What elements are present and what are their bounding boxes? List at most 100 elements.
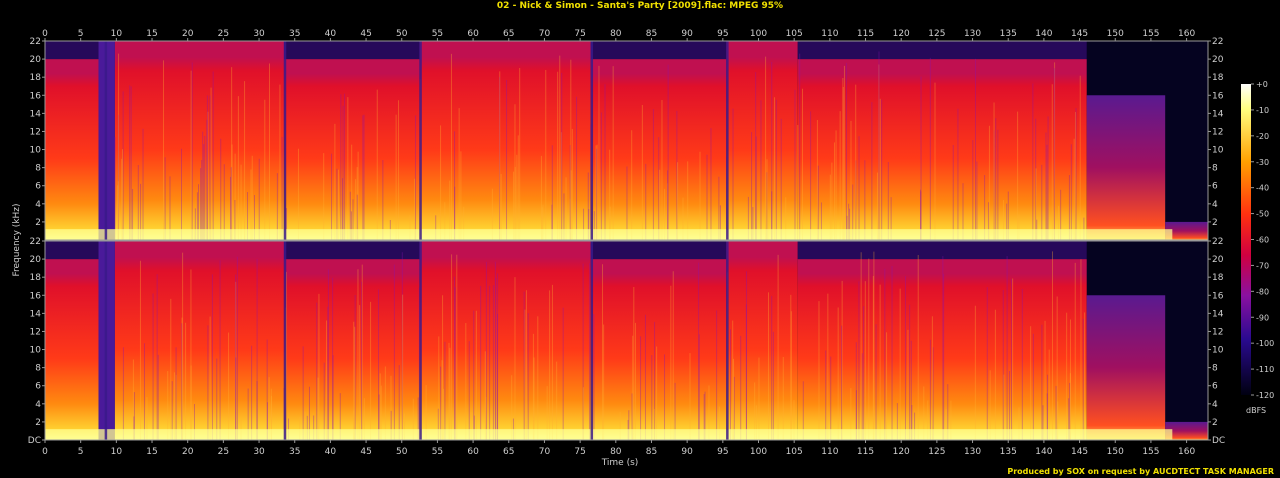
spectrum-section <box>114 241 285 440</box>
x-tick-label-top: 35 <box>289 29 300 39</box>
y-tick-label-right: 14 <box>1212 309 1224 319</box>
spectrum-sparse-band <box>797 241 1087 260</box>
y-tick-label-right: 8 <box>1212 164 1218 174</box>
y-tick-label-right: 6 <box>1212 382 1218 392</box>
x-tick-label-bottom: 65 <box>503 447 514 457</box>
y-tick-label-right: 14 <box>1212 109 1224 119</box>
x-tick-label-bottom: 140 <box>1035 447 1052 457</box>
y-tick-label-right: 2 <box>1212 418 1218 428</box>
y-tick-label-right: 4 <box>1212 200 1218 210</box>
x-tick-label-bottom: 85 <box>646 447 657 457</box>
chart-title: 02 - Nick & Simon - Santa's Party [2009]… <box>496 1 784 11</box>
spectrum-section <box>45 259 99 440</box>
x-tick-label-bottom: 35 <box>289 447 300 457</box>
y-tick-label-left: 10 <box>30 346 42 356</box>
gap-line <box>726 241 729 440</box>
x-tick-label-top: 105 <box>786 29 803 39</box>
x-tick-label-bottom: 80 <box>610 447 622 457</box>
y-tick-label-left: 2 <box>35 418 41 428</box>
spectrum-sparse-band <box>284 241 420 260</box>
spectrum-section <box>45 59 99 240</box>
x-tick-label-bottom: 50 <box>396 447 408 457</box>
spectrum-sparse-band <box>45 241 99 260</box>
x-tick-label-bottom: 100 <box>750 447 767 457</box>
colorbar-tick-label: +0 <box>1256 80 1268 89</box>
x-tick-label-top: 10 <box>111 29 123 39</box>
x-tick-label-top: 145 <box>1071 29 1088 39</box>
x-tick-label-top: 50 <box>396 29 408 39</box>
x-tick-label-top: 60 <box>467 29 479 39</box>
panel-frame <box>44 40 1209 241</box>
y-tick-label-left: 20 <box>30 255 42 265</box>
y-tick-label-right: 16 <box>1212 291 1224 301</box>
x-tick-label-top: 135 <box>1000 29 1017 39</box>
x-tick-label-top: 155 <box>1142 29 1159 39</box>
x-tick-label-top: 120 <box>893 29 910 39</box>
colorbar-tick-label: -20 <box>1256 132 1269 141</box>
x-tick-label-bottom: 125 <box>928 447 945 457</box>
y-tick-label-left: 8 <box>35 164 41 174</box>
low-frequency-band <box>45 229 1173 240</box>
x-tick-label-top: 110 <box>821 29 838 39</box>
y-tick-label-left: 14 <box>30 309 42 319</box>
colorbar-tick-label: -90 <box>1256 313 1269 322</box>
spectrum-section <box>284 59 420 240</box>
y-tick-label-right: 10 <box>1212 346 1224 356</box>
x-tick-label-top: 65 <box>503 29 514 39</box>
colorbar-tick-label: -100 <box>1256 339 1274 348</box>
x-tick-label-bottom: 120 <box>893 447 910 457</box>
x-tick-label-top: 70 <box>539 29 551 39</box>
spectrum-section <box>1165 221 1208 240</box>
x-tick-label-bottom: 135 <box>1000 447 1017 457</box>
x-tick-label-top: 130 <box>964 29 981 39</box>
y-tick-label-right: 20 <box>1212 55 1224 65</box>
gap-line <box>104 241 108 440</box>
x-tick-label-bottom: 15 <box>146 447 157 457</box>
x-tick-label-top: 15 <box>146 29 157 39</box>
low-frequency-band <box>45 429 1173 440</box>
gap-line <box>283 41 287 240</box>
y-tick-label-left: 12 <box>30 327 41 337</box>
spectrum-sparse-band <box>797 41 1087 60</box>
spectrum-section <box>797 259 1087 440</box>
gap-line <box>104 41 108 240</box>
y-tick-label-right: DC <box>1212 436 1225 446</box>
y-tick-label-right: 18 <box>1212 273 1224 283</box>
x-tick-label-top: 100 <box>750 29 767 39</box>
x-tick-label-bottom: 95 <box>717 447 728 457</box>
gap-line <box>590 41 594 240</box>
y-tick-label-left: 16 <box>30 291 42 301</box>
x-tick-label-bottom: 45 <box>360 447 371 457</box>
gap-line <box>283 241 287 440</box>
spectrum-section <box>284 259 420 440</box>
spectrum-section <box>114 41 285 240</box>
x-tick-label-bottom: 60 <box>467 447 479 457</box>
x-tick-label-bottom: 40 <box>325 447 337 457</box>
x-tick-label-bottom: 105 <box>786 447 803 457</box>
y-tick-label-right: 12 <box>1212 327 1223 337</box>
y-tick-label-left: 2 <box>35 218 41 228</box>
x-tick-label-top: 80 <box>610 29 622 39</box>
y-tick-label-right: 10 <box>1212 146 1224 156</box>
spectrum-sparse-band <box>590 41 727 60</box>
x-tick-label-bottom: 75 <box>574 447 585 457</box>
y-tick-label-left: 20 <box>30 55 42 65</box>
colorbar-tick-label: -40 <box>1256 184 1269 193</box>
colorbar-tick-label: -50 <box>1256 210 1269 219</box>
x-tick-label-bottom: 25 <box>218 447 229 457</box>
y-tick-label-left: 12 <box>30 127 41 137</box>
spectrum-section <box>1086 95 1166 240</box>
x-tick-label-bottom: 30 <box>253 447 265 457</box>
x-tick-label-top: 20 <box>182 29 194 39</box>
x-axis-label: Time (s) <box>601 458 639 468</box>
colorbar-scale <box>1241 84 1251 395</box>
footer-credit: Produced by SOX on request by AUCDTECT T… <box>1007 467 1274 476</box>
x-tick-label-top: 5 <box>78 29 84 39</box>
gap-line <box>590 241 594 440</box>
colorbar-label: dBFS <box>1246 406 1267 415</box>
x-tick-label-bottom: 145 <box>1071 447 1088 457</box>
spectrum-section <box>1086 295 1166 440</box>
colorbar-tick-label: -10 <box>1256 106 1269 115</box>
x-tick-label-top: 0 <box>42 29 48 39</box>
